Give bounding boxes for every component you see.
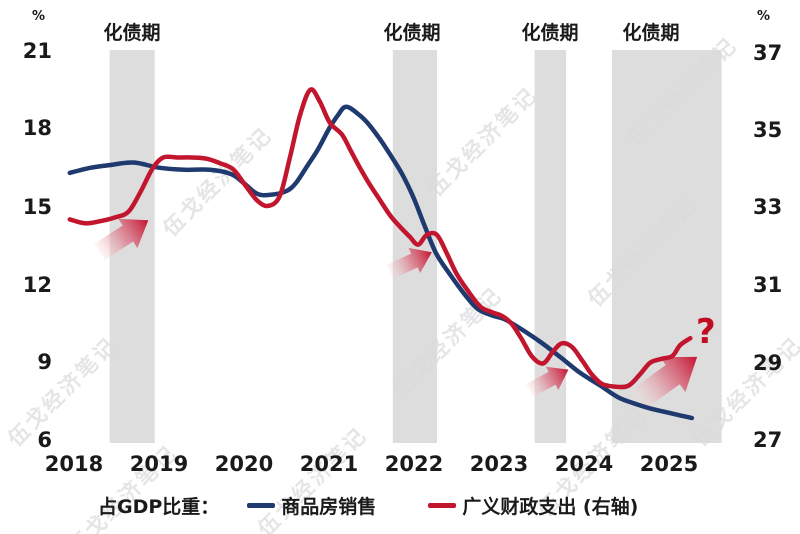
left-axis-tick: 15 [22,195,52,219]
right-axis-tick: 35 [753,118,783,142]
housing-sales-line [67,104,695,421]
legend-prefix-label: 占GDP比重： [98,496,220,518]
left-axis-tick: 6 [37,428,52,452]
debt-period-label: 化债期 [383,22,441,44]
debt-period-label: 化债期 [622,22,680,44]
x-axis-tick: 2025 [639,452,699,476]
debt-period-label: 化债期 [521,22,579,44]
left-axis-tick: 9 [37,350,52,374]
x-axis-tick: 2019 [129,452,189,476]
x-axis-tick: 2020 [214,452,274,476]
x-axis-tick: 2023 [469,452,529,476]
right-axis-tick: 33 [753,195,783,219]
trend-up-arrow [631,356,698,409]
right-axis-tick: 31 [753,273,783,297]
fiscal-expenditure-line [67,87,693,390]
housing-sales-legend-line [247,503,276,508]
trend-up-arrow [94,218,149,260]
right-axis-tick: 37 [753,41,783,65]
trend-up-arrow [386,247,432,279]
chart-legend: 占GDP比重： 商品房销售 广义财政支出 (右轴) [98,492,638,519]
fiscal-expenditure-legend-label: 广义财政支出 (右轴) [462,496,639,518]
debt-period-label: 化债期 [103,22,161,44]
left-axis-tick: 12 [22,273,52,297]
x-axis-tick: 2022 [384,452,444,476]
x-axis-tick: 2021 [299,452,359,476]
left-axis-unit: % [32,9,46,24]
left-axis-tick: 21 [22,39,52,63]
right-axis-unit: % [757,9,771,24]
right-axis-tick: 29 [753,351,783,375]
housing-sales-legend-label: 商品房销售 [281,496,377,518]
debt-period-band-2 [392,50,437,443]
left-axis-tick: 18 [22,116,52,140]
fiscal-expenditure-legend-line [428,503,457,508]
x-axis-tick: 2018 [44,452,104,476]
right-axis-tick: 27 [753,428,783,452]
trend-up-arrow [526,366,569,397]
question-mark-annotation: ? [696,312,716,352]
x-axis-tick: 2024 [554,452,614,476]
